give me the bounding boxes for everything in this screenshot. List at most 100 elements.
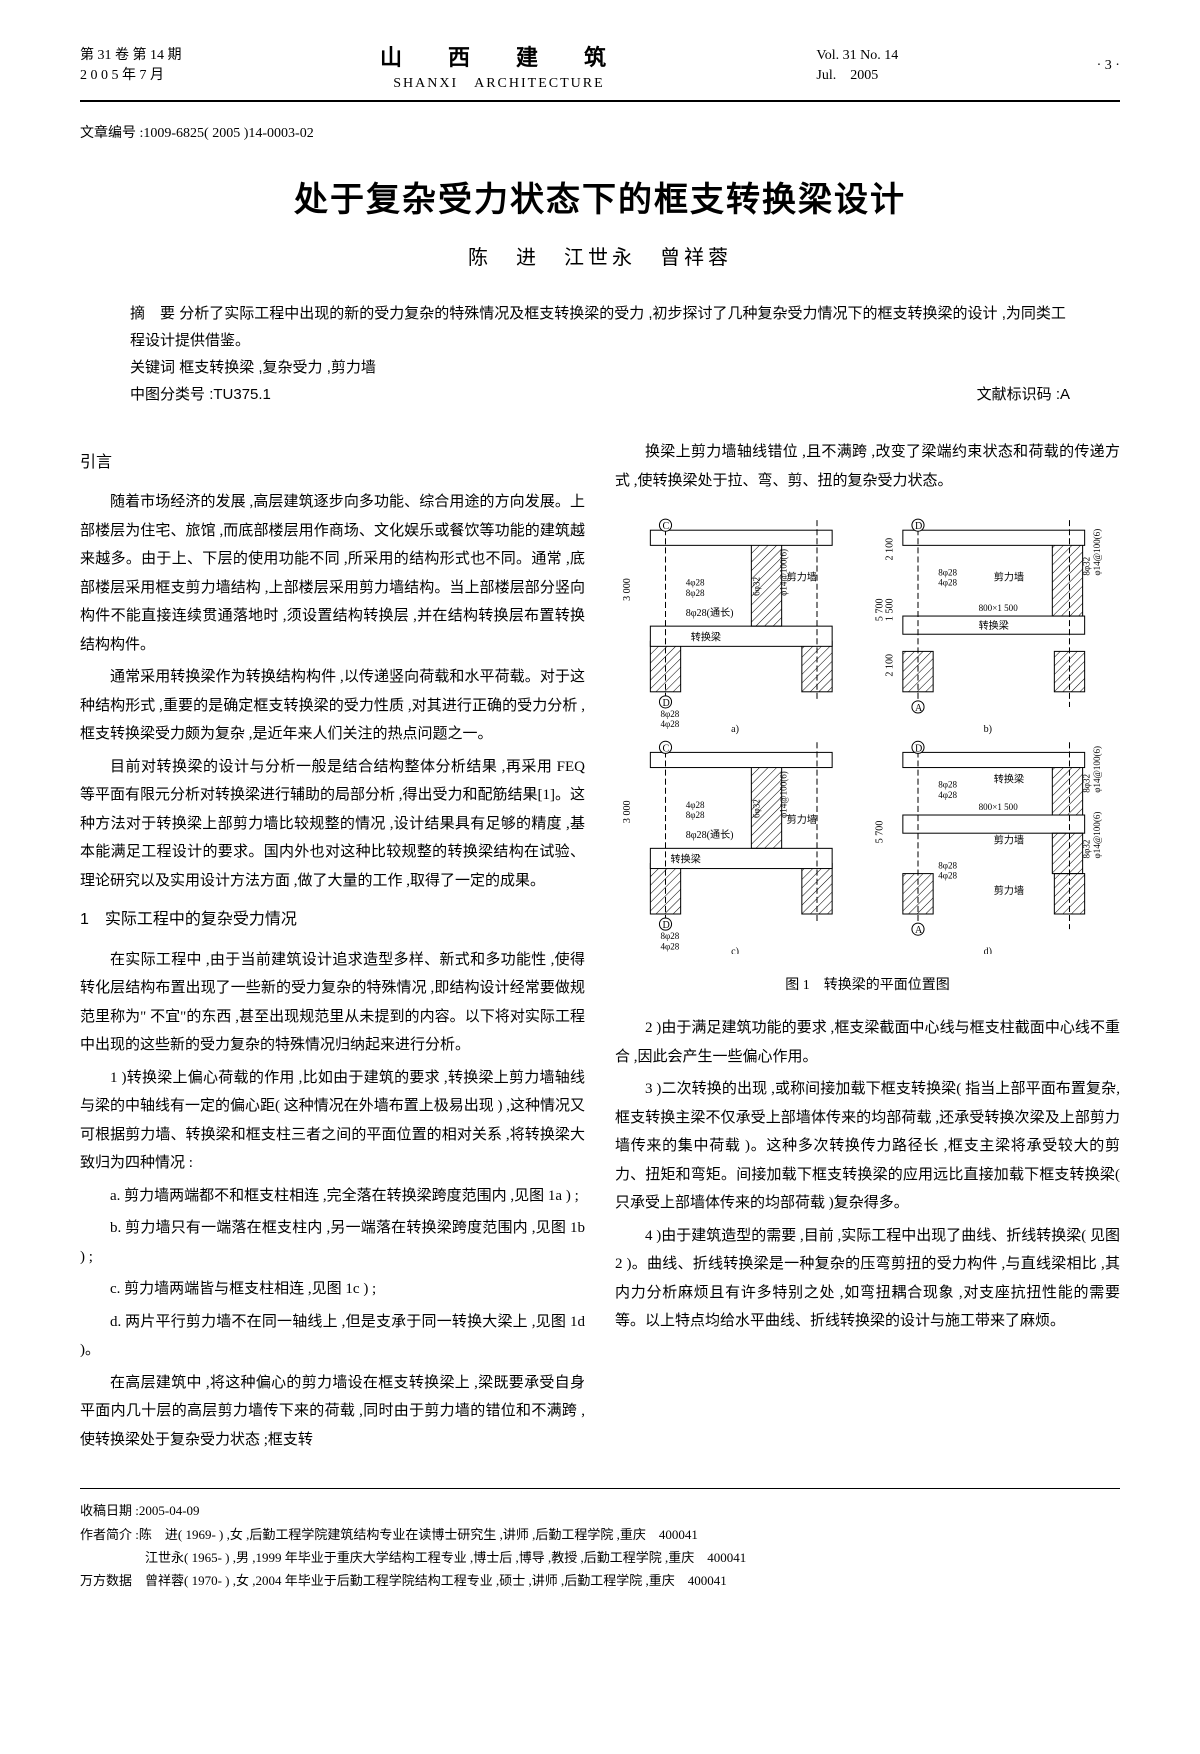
svg-text:8φ28(通长): 8φ28(通长): [686, 829, 734, 841]
item-d: d. 两片平行剪力墙不在同一轴线上 ,但是支承于同一转换大梁上 ,见图 1d )…: [80, 1308, 585, 1365]
svg-text:c): c): [731, 946, 739, 954]
keywords-line: 关键词 框支转换梁 ,复杂受力 ,剪力墙: [130, 354, 1070, 381]
author-bio-3: 万方数据 曾祥蓉( 1970- ) ,女 ,2004 年毕业于后勤工程学院结构工…: [80, 1569, 1120, 1592]
para: 通常采用转换梁作为转换结构构件 ,以传递竖向荷载和水平荷载。对于这种结构形式 ,…: [80, 663, 585, 749]
figure-1-svg: 转换梁 剪力墙 C D 3 000 8φ28(通长) 8φ28 4φ28: [615, 510, 1120, 954]
svg-text:6φ32: 6φ32: [751, 799, 761, 818]
svg-text:A: A: [915, 925, 923, 936]
svg-text:800×1 500: 800×1 500: [979, 802, 1019, 812]
figure-1-caption: 图 1 转换梁的平面位置图: [615, 973, 1120, 1000]
figure-1: 转换梁 剪力墙 C D 3 000 8φ28(通长) 8φ28 4φ28: [615, 510, 1120, 999]
svg-text:转换梁: 转换梁: [671, 852, 701, 865]
svg-text:剪力墙: 剪力墙: [787, 571, 817, 584]
svg-text:4φ28: 4φ28: [660, 719, 679, 729]
svg-text:a): a): [731, 724, 739, 735]
item-b: b. 剪力墙只有一端落在框支柱内 ,另一端落在转换梁跨度范围内 ,见图 1b )…: [80, 1214, 585, 1271]
svg-text:A: A: [915, 703, 923, 714]
svg-text:3 000: 3 000: [622, 578, 633, 601]
svg-text:转换梁: 转换梁: [691, 630, 721, 643]
author-bio-2: 江世永( 1965- ) ,男 ,1999 年毕业于重庆大学结构工程专业 ,博士…: [80, 1546, 1120, 1569]
author-bio-3-text: 曾祥蓉( 1970- ) ,女 ,2004 年毕业于后勤工程学院结构工程专业 ,…: [145, 1573, 727, 1588]
header-right: Vol. 31 No. 14 Jul. 2005: [816, 46, 898, 85]
svg-text:d): d): [984, 946, 992, 954]
svg-text:φ14@100(6): φ14@100(6): [779, 771, 789, 818]
svg-text:4φ28: 4φ28: [686, 800, 705, 810]
svg-text:8φ28: 8φ28: [686, 588, 705, 598]
svg-text:剪力墙: 剪力墙: [994, 884, 1024, 897]
date-line: 2 0 0 5 年 7 月: [80, 66, 182, 86]
clc-line: 中图分类号 :TU375.1: [130, 381, 271, 408]
right-column: 换梁上剪力墙轴线错位 ,且不满跨 ,改变了梁端约束状态和荷载的传递方式 ,使转换…: [615, 438, 1120, 1458]
svg-text:D: D: [662, 698, 669, 709]
left-column: 引言 随着市场经济的发展 ,高层建筑逐步向多功能、综合用途的方向发展。上部楼层为…: [80, 438, 585, 1458]
wanfang-mark: 万方数据: [80, 1569, 132, 1592]
abstract-block: 摘 要 分析了实际工程中出现的新的受力复杂的特殊情况及框支转换梁的受力 ,初步探…: [80, 300, 1120, 408]
svg-text:4φ28: 4φ28: [660, 941, 679, 951]
para: 2 )由于满足建筑功能的要求 ,框支梁截面中心线与框支柱截面中心线不重合 ,因此…: [615, 1014, 1120, 1071]
svg-text:8φ28: 8φ28: [938, 568, 957, 578]
para: 1 )转换梁上偏心荷载的作用 ,比如由于建筑的要求 ,转换梁上剪力墙轴线与梁的中…: [80, 1064, 585, 1178]
keywords-label: 关键词: [130, 359, 175, 376]
svg-text:剪力墙: 剪力墙: [787, 813, 817, 826]
clc-label: 中图分类号: [130, 386, 205, 403]
journal-title-cn: 山 西 建 筑: [380, 40, 618, 72]
svg-text:转换梁: 转换梁: [979, 619, 1009, 632]
svg-text:4φ28: 4φ28: [938, 578, 957, 588]
article-id: 文章编号 :1009-6825( 2005 )14-0003-02: [80, 122, 1120, 142]
svg-text:D: D: [915, 743, 922, 754]
para: 换梁上剪力墙轴线错位 ,且不满跨 ,改变了梁端约束状态和荷载的传递方式 ,使转换…: [615, 438, 1120, 495]
page-header: 第 31 卷 第 14 期 2 0 0 5 年 7 月 山 西 建 筑 SHAN…: [80, 40, 1120, 102]
svg-text:8φ28: 8φ28: [660, 709, 679, 719]
svg-text:6φ32: 6φ32: [751, 577, 761, 596]
doc-code-label: 文献标识码: [977, 386, 1052, 403]
svg-text:4φ28: 4φ28: [938, 790, 957, 800]
svg-text:1 500: 1 500: [885, 598, 896, 621]
header-center: 山 西 建 筑 SHANXI ARCHITECTURE: [380, 40, 618, 92]
journal-title-en: SHANXI ARCHITECTURE: [380, 72, 618, 92]
svg-text:φ14@100(6): φ14@100(6): [779, 549, 789, 596]
svg-text:剪力墙: 剪力墙: [994, 571, 1024, 584]
doc-code-text: :A: [1056, 386, 1070, 403]
svg-text:b): b): [984, 724, 992, 735]
vol-line: Vol. 31 No. 14: [816, 46, 898, 66]
svg-text:D: D: [915, 521, 922, 532]
svg-text:2 100: 2 100: [885, 538, 896, 561]
svg-text:4φ28: 4φ28: [686, 578, 705, 588]
keywords-text: 框支转换梁 ,复杂受力 ,剪力墙: [179, 359, 376, 376]
svg-text:C: C: [662, 521, 669, 532]
svg-text:4φ28: 4φ28: [938, 871, 957, 881]
svg-text:8φ32: 8φ32: [1082, 773, 1092, 792]
footer: 收稿日期 :2005-04-09 作者简介 :陈 进( 1969- ) ,女 ,…: [80, 1488, 1120, 1593]
para: 目前对转换梁的设计与分析一般是结合结构整体分析结果 ,再采用 FEQ 等平面有限…: [80, 753, 585, 896]
svg-text:8φ32: 8φ32: [1082, 839, 1092, 858]
abstract-line: 摘 要 分析了实际工程中出现的新的受力复杂的特殊情况及框支转换梁的受力 ,初步探…: [130, 300, 1070, 354]
svg-text:C: C: [662, 743, 669, 754]
intro-heading: 引言: [80, 448, 585, 478]
header-left: 第 31 卷 第 14 期 2 0 0 5 年 7 月: [80, 46, 182, 85]
svg-text:φ14@100(6): φ14@100(6): [1092, 812, 1102, 859]
body-columns: 引言 随着市场经济的发展 ,高层建筑逐步向多功能、综合用途的方向发展。上部楼层为…: [80, 438, 1120, 1458]
svg-text:8φ28: 8φ28: [938, 861, 957, 871]
received-date: 收稿日期 :2005-04-09: [80, 1499, 1120, 1522]
svg-text:8φ28: 8φ28: [660, 931, 679, 941]
svg-text:φ14@100(6): φ14@100(6): [1092, 529, 1102, 576]
svg-text:3 000: 3 000: [622, 800, 633, 823]
abstract-label: 摘 要: [130, 305, 175, 322]
svg-text:8φ28: 8φ28: [686, 810, 705, 820]
para: 在实际工程中 ,由于当前建筑设计追求造型多样、新式和多功能性 ,使得转化层结构布…: [80, 946, 585, 1060]
para: 随着市场经济的发展 ,高层建筑逐步向多功能、综合用途的方向发展。上部楼层为住宅、…: [80, 488, 585, 659]
para: 3 )二次转换的出现 ,或称间接加载下框支转换梁( 指当上部平面布置复杂,框支转…: [615, 1075, 1120, 1218]
svg-text:2 100: 2 100: [885, 654, 896, 677]
section-1-heading: 1 实际工程中的复杂受力情况: [80, 905, 585, 935]
para: 在高层建筑中 ,将这种偏心的剪力墙设在框支转换梁上 ,梁既要承受自身平面内几十层…: [80, 1369, 585, 1455]
svg-text:5 700: 5 700: [875, 821, 886, 844]
svg-text:8φ28(通长): 8φ28(通长): [686, 607, 734, 619]
svg-text:8φ32: 8φ32: [1082, 556, 1092, 575]
clc-text: :TU375.1: [209, 386, 271, 403]
month-line: Jul. 2005: [816, 66, 898, 86]
svg-text:800×1 500: 800×1 500: [979, 603, 1019, 613]
authors: 陈 进 江世永 曾祥蓉: [80, 241, 1120, 270]
svg-text:φ14@100(6): φ14@100(6): [1092, 746, 1102, 793]
issue-line: 第 31 卷 第 14 期: [80, 46, 182, 66]
item-a: a. 剪力墙两端都不和框支柱相连 ,完全落在转换梁跨度范围内 ,见图 1a ) …: [80, 1182, 585, 1211]
